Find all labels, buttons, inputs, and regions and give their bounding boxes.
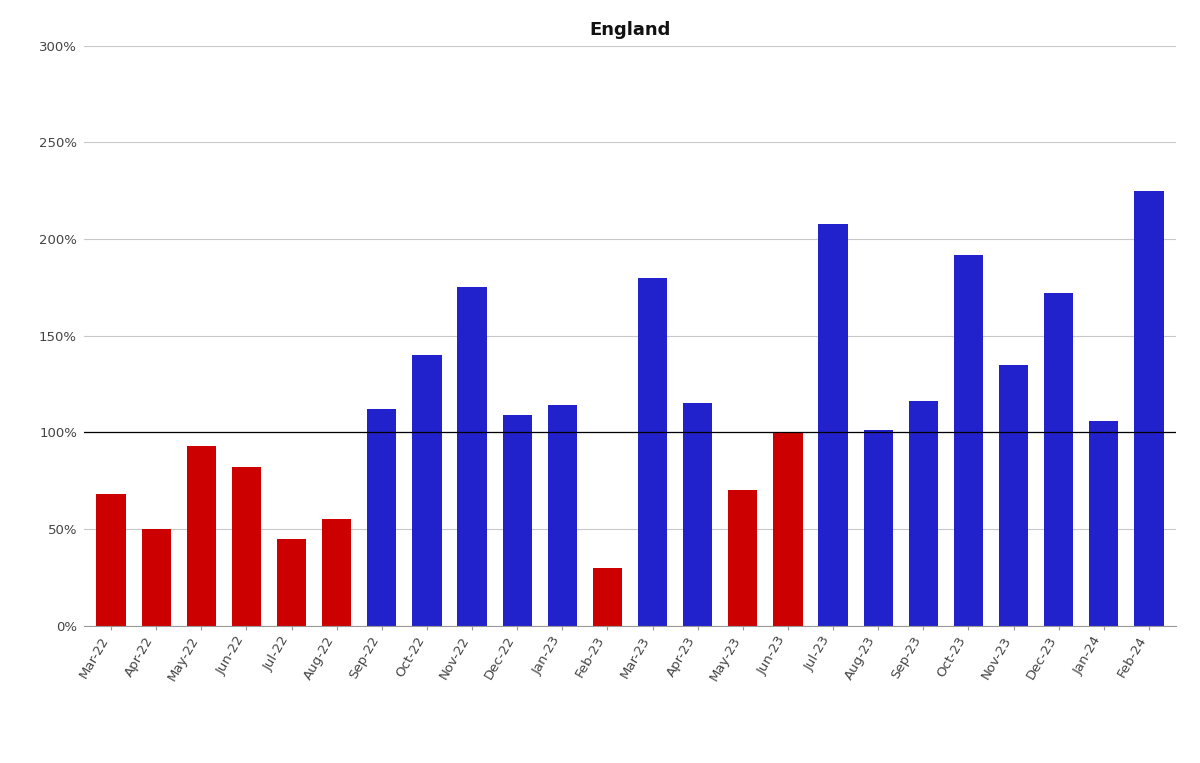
Bar <box>954 255 983 626</box>
Bar <box>503 415 532 626</box>
Bar <box>1090 420 1118 626</box>
Bar <box>818 224 847 626</box>
Bar <box>142 529 170 626</box>
Bar <box>457 288 487 626</box>
Bar <box>232 467 262 626</box>
Bar <box>593 568 622 626</box>
Bar <box>864 430 893 626</box>
Bar <box>547 405 577 626</box>
Bar <box>638 278 667 626</box>
Bar <box>728 491 757 626</box>
Bar <box>1044 293 1073 626</box>
Bar <box>96 494 126 626</box>
Title: England: England <box>589 21 671 39</box>
Bar <box>908 401 938 626</box>
Bar <box>277 539 306 626</box>
Bar <box>322 520 352 626</box>
Bar <box>187 446 216 626</box>
Bar <box>367 409 396 626</box>
Bar <box>413 355 442 626</box>
Bar <box>998 365 1028 626</box>
Bar <box>683 404 713 626</box>
Bar <box>773 433 803 626</box>
Bar <box>1134 191 1164 626</box>
